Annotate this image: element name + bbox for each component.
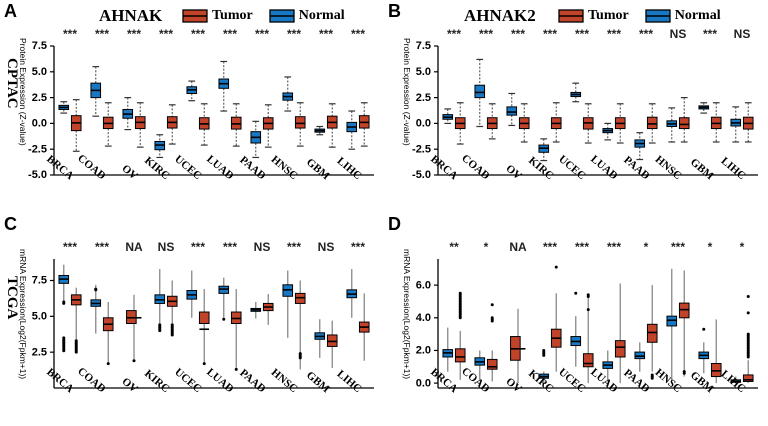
- svg-text:***: ***: [575, 240, 589, 254]
- svg-text:-2.5: -2.5: [28, 143, 47, 155]
- svg-text:2.5: 2.5: [32, 92, 47, 104]
- svg-text:*: *: [740, 240, 745, 254]
- svg-text:NS: NS: [670, 27, 687, 41]
- svg-text:4.0: 4.0: [416, 312, 431, 324]
- svg-text:***: ***: [223, 240, 237, 254]
- svg-text:5.0: 5.0: [416, 66, 431, 78]
- svg-text:***: ***: [607, 27, 621, 41]
- svg-text:***: ***: [575, 27, 589, 41]
- svg-text:***: ***: [223, 27, 237, 41]
- svg-text:NS: NS: [158, 240, 175, 254]
- svg-text:***: ***: [479, 27, 493, 41]
- svg-text:***: ***: [63, 240, 77, 254]
- svg-text:***: ***: [511, 27, 525, 41]
- svg-text:6.0: 6.0: [416, 279, 431, 291]
- svg-text:NS: NS: [734, 27, 751, 41]
- svg-text:***: ***: [95, 27, 109, 41]
- svg-text:***: ***: [63, 27, 77, 41]
- svg-text:-5.0: -5.0: [412, 169, 431, 181]
- svg-text:***: ***: [639, 27, 653, 41]
- svg-text:0.0: 0.0: [32, 118, 47, 130]
- svg-text:***: ***: [287, 27, 301, 41]
- svg-text:0.0: 0.0: [416, 118, 431, 130]
- svg-text:*: *: [644, 240, 649, 254]
- svg-text:-2.5: -2.5: [412, 143, 431, 155]
- svg-text:***: ***: [703, 27, 717, 41]
- svg-text:NA: NA: [509, 240, 527, 254]
- svg-text:***: ***: [191, 27, 205, 41]
- svg-text:NA: NA: [125, 240, 143, 254]
- svg-text:2.0: 2.0: [416, 345, 431, 357]
- svg-text:7.5: 7.5: [32, 40, 47, 52]
- svg-text:***: ***: [671, 240, 685, 254]
- svg-text:***: ***: [159, 27, 173, 41]
- svg-text:2.5: 2.5: [32, 346, 47, 358]
- svg-text:***: ***: [319, 27, 333, 41]
- svg-text:***: ***: [447, 27, 461, 41]
- svg-text:0.0: 0.0: [416, 377, 431, 389]
- svg-text:*: *: [708, 240, 713, 254]
- svg-text:NS: NS: [318, 240, 335, 254]
- svg-text:***: ***: [543, 27, 557, 41]
- svg-text:-5.0: -5.0: [28, 169, 47, 181]
- svg-text:***: ***: [351, 240, 365, 254]
- svg-text:2.5: 2.5: [416, 92, 431, 104]
- svg-text:***: ***: [543, 240, 557, 254]
- svg-text:5.0: 5.0: [32, 311, 47, 323]
- svg-text:***: ***: [191, 240, 205, 254]
- svg-text:***: ***: [607, 240, 621, 254]
- svg-text:***: ***: [287, 240, 301, 254]
- svg-text:***: ***: [95, 240, 109, 254]
- svg-text:***: ***: [127, 27, 141, 41]
- svg-text:NS: NS: [254, 240, 271, 254]
- svg-text:***: ***: [255, 27, 269, 41]
- svg-text:7.5: 7.5: [416, 40, 431, 52]
- svg-text:*: *: [484, 240, 489, 254]
- svg-text:7.5: 7.5: [32, 275, 47, 287]
- svg-text:**: **: [449, 240, 459, 254]
- svg-text:5.0: 5.0: [32, 66, 47, 78]
- svg-text:***: ***: [351, 27, 365, 41]
